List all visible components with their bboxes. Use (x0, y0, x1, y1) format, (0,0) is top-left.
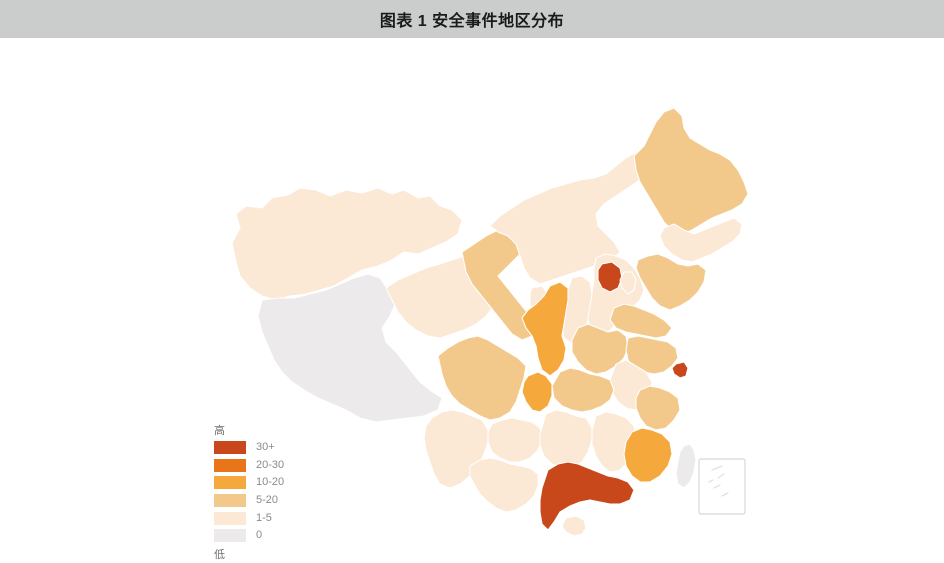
region-inner-mongolia[interactable] (489, 149, 657, 285)
map-legend: 高 30+ 20-30 10-20 5-20 1-5 0 低 (214, 425, 334, 563)
region-liaoning[interactable] (635, 253, 707, 311)
legend-swatch-5-20 (214, 494, 246, 508)
region-jilin[interactable] (659, 217, 743, 263)
region-shanghai[interactable] (671, 361, 689, 379)
legend-label-5-20: 5-20 (256, 494, 279, 507)
legend-label-0: 0 (256, 529, 263, 542)
legend-high-label: 高 (214, 425, 225, 437)
region-taiwan[interactable] (675, 443, 697, 489)
legend-swatch-30-plus (214, 441, 246, 455)
legend-item-10-20[interactable]: 10-20 (214, 474, 334, 492)
legend-label-30-plus: 30+ (256, 441, 275, 454)
region-beijing[interactable] (597, 261, 623, 293)
region-zhejiang[interactable] (635, 385, 681, 431)
region-guangxi[interactable] (469, 457, 539, 513)
legend-label-10-20: 10-20 (256, 476, 285, 489)
legend-item-30-plus[interactable]: 30+ (214, 439, 334, 457)
region-shaanxi[interactable] (521, 281, 569, 377)
legend-item-20-30[interactable]: 20-30 (214, 457, 334, 475)
region-tianjin[interactable] (619, 271, 637, 295)
legend-swatch-0 (214, 529, 246, 543)
china-choropleth-map[interactable] (0, 38, 944, 537)
region-sichuan[interactable] (437, 335, 527, 421)
region-fujian[interactable] (623, 427, 673, 483)
region-xinjiang[interactable] (231, 187, 463, 301)
legend-label-20-30: 20-30 (256, 458, 285, 471)
region-hubei[interactable] (551, 367, 615, 413)
region-chongqing[interactable] (521, 371, 553, 413)
legend-item-0[interactable]: 0 (214, 527, 334, 545)
region-hunan[interactable] (539, 409, 593, 469)
south-china-sea-inset-line (708, 465, 729, 497)
legend-swatch-10-20 (214, 476, 246, 490)
legend-swatch-20-30 (214, 458, 246, 472)
region-tibet[interactable] (257, 273, 443, 423)
chart-header-bar: 图表 1 安全事件地区分布 (0, 0, 944, 38)
chart-body: 高 30+ 20-30 10-20 5-20 1-5 0 低 (0, 38, 944, 561)
region-heilongjiang[interactable] (633, 107, 749, 235)
south-china-sea-inset-box (698, 458, 746, 515)
region-guizhou[interactable] (487, 417, 543, 463)
legend-swatch-1-5 (214, 511, 246, 525)
legend-low-label: 低 (214, 548, 225, 561)
region-shandong[interactable] (609, 303, 673, 339)
legend-item-5-20[interactable]: 5-20 (214, 492, 334, 510)
region-guangdong[interactable] (539, 461, 635, 531)
legend-label-1-5: 1-5 (256, 511, 272, 524)
region-hainan[interactable] (561, 515, 587, 537)
legend-item-1-5[interactable]: 1-5 (214, 509, 334, 527)
page-title: 图表 1 安全事件地区分布 (379, 13, 565, 30)
